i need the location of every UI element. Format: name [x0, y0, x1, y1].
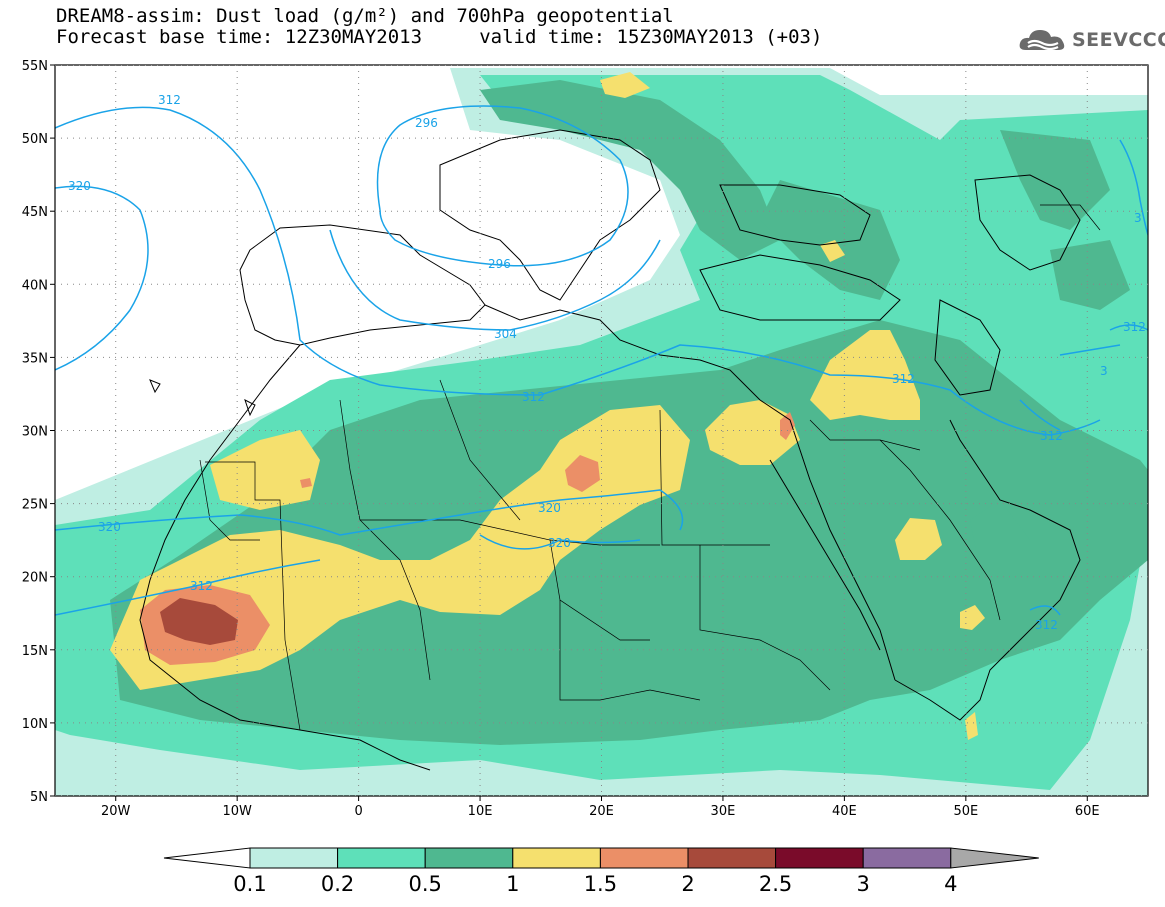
map-subtitle: Forecast base time: 12Z30MAY2013 valid t… [56, 26, 823, 48]
map-title: DREAM8-assim: Dust load (g/m²) and 700hP… [56, 5, 674, 27]
colorbar-bin [424, 847, 514, 869]
contour-label: 312 [1035, 618, 1058, 632]
lon-tick-label: 60E [1075, 804, 1100, 819]
lat-tick-label: 25N [22, 498, 48, 513]
lat-tick-label: 45N [22, 205, 48, 220]
colorbar-label: 1 [506, 872, 520, 896]
contour-label: 312 [158, 93, 181, 107]
contour-label: 312 [1040, 429, 1063, 443]
colorbar-bin [687, 847, 777, 869]
contour-label: 320 [548, 536, 571, 550]
country-borders [199, 204, 1101, 731]
contour-label: 312 [892, 372, 915, 386]
dust-level-0.5 [110, 80, 1148, 745]
lon-tick-label: 10E [468, 804, 493, 819]
colorbar-label: 0.2 [320, 872, 355, 896]
lat-tick-label: 35N [22, 351, 48, 366]
contour-label: 312 [522, 390, 545, 404]
axis-ticks [50, 64, 1088, 801]
lat-tick-label: 40N [22, 278, 48, 293]
lon-tick-label: 30E [711, 804, 736, 819]
colorbar-label: 2.5 [758, 872, 793, 896]
contour-label: 320 [538, 501, 561, 515]
lon-tick-label: 10W [222, 804, 252, 819]
lon-tick-label: 0 [354, 804, 362, 819]
lon-tick-label: 50E [953, 804, 978, 819]
colorbar-bin [775, 847, 864, 869]
colorbar-label: 3 [856, 872, 870, 896]
contour-label: 312 [190, 579, 213, 593]
contour-label: 296 [415, 116, 438, 130]
colorbar [163, 847, 1039, 869]
colorbar-over-triangle [950, 847, 1039, 869]
lat-tick-label: 55N [22, 59, 48, 74]
dust-level-2 [160, 598, 238, 645]
colorbar-bin [249, 847, 339, 869]
contour-label: 3 [1134, 211, 1142, 225]
lat-tick-label: 50N [22, 132, 48, 147]
graticule [55, 65, 1148, 796]
colorbar-label: 0.5 [408, 872, 442, 896]
contour-labels: 312 296 320 296 304 312 320 320 320 312 … [68, 93, 1146, 632]
colorbar-bin [599, 847, 689, 869]
lat-tick-label: 20N [22, 571, 48, 586]
contour-label: 296 [488, 257, 511, 271]
lon-tick-label: 40E [832, 804, 857, 819]
colorbar-label: 2 [681, 872, 695, 896]
lat-tick-label: 10N [22, 717, 48, 732]
lat-tick-label: 30N [22, 425, 48, 440]
contour-label: 3 [1100, 364, 1108, 378]
contour-label: 320 [68, 179, 91, 193]
colorbar-bin [337, 847, 426, 869]
lon-tick-label: 20W [101, 804, 131, 819]
lon-tick-label: 20E [589, 804, 614, 819]
colorbar-label: 4 [944, 872, 958, 896]
colorbar-label: 0.1 [233, 872, 267, 896]
contour-label: 304 [494, 327, 517, 341]
lat-tick-label: 5N [30, 790, 48, 805]
colorbar-under-triangle [163, 847, 251, 869]
colorbar-label: 1.5 [583, 872, 618, 896]
logo-text: SEEVCCC [1072, 29, 1165, 51]
colorbar-bin [862, 847, 952, 869]
colorbar-bin [512, 847, 601, 869]
seevccc-logo: SEEVCCC [1018, 26, 1165, 54]
lat-tick-label: 15N [22, 644, 48, 659]
cloud-logo-icon [1019, 30, 1065, 51]
contour-label: 312 [1123, 320, 1146, 334]
contour-label: 320 [98, 520, 121, 534]
geopotential-contours [55, 105, 1148, 616]
